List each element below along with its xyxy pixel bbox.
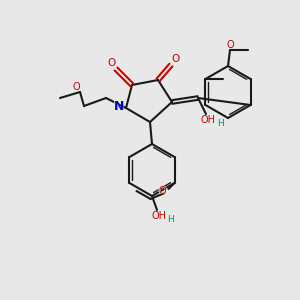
Text: O: O <box>107 58 115 68</box>
Text: N: N <box>113 100 125 114</box>
Text: H: H <box>168 215 174 224</box>
Text: O: O <box>106 56 116 70</box>
Text: OH: OH <box>150 211 168 221</box>
Text: H: H <box>216 119 224 129</box>
Text: O: O <box>172 54 180 64</box>
Text: H: H <box>217 119 224 128</box>
Text: O: O <box>226 40 234 50</box>
Text: OH: OH <box>152 211 166 221</box>
Text: O: O <box>159 186 166 196</box>
Text: O: O <box>171 52 181 65</box>
Text: N: N <box>114 100 124 113</box>
Text: O: O <box>158 186 167 196</box>
Text: OH: OH <box>200 115 215 125</box>
Text: H: H <box>167 215 176 225</box>
Text: O: O <box>72 82 80 92</box>
Text: O: O <box>225 40 235 50</box>
Text: OH: OH <box>199 115 217 125</box>
Text: O: O <box>71 82 81 92</box>
